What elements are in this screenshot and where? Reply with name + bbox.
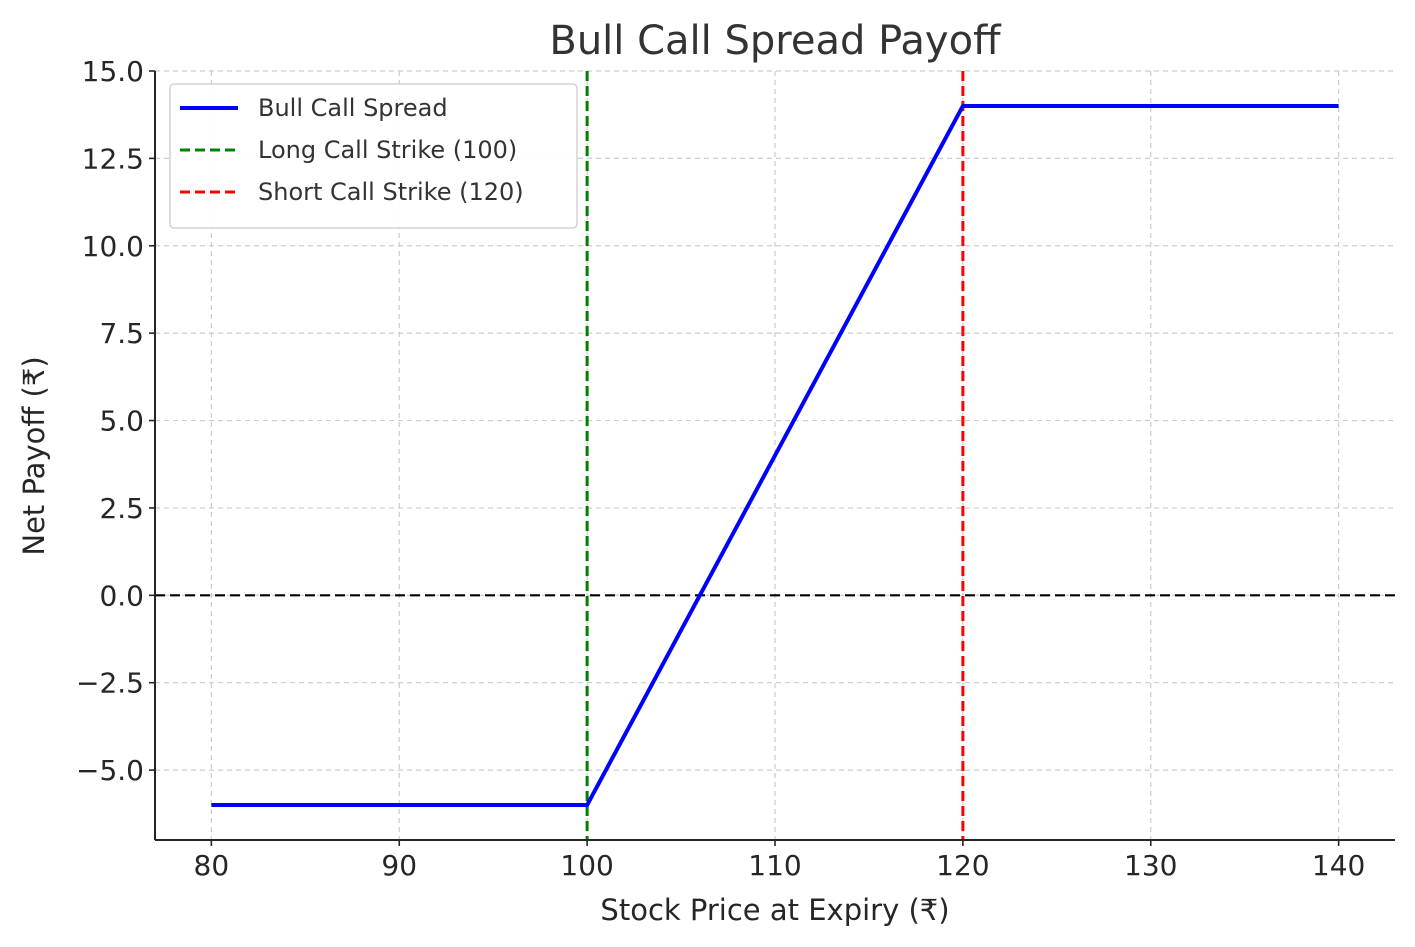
y-axis-label: Net Payoff (₹) xyxy=(17,356,51,555)
y-tick-label-5: 7.5 xyxy=(99,317,144,350)
legend-label-2: Short Call Strike (120) xyxy=(258,178,524,206)
x-tick-label-4: 120 xyxy=(936,849,989,882)
x-tick-label-2: 100 xyxy=(560,849,613,882)
y-axis-ticks: −5.0 −2.5 0.0 2.5 5.0 7.5 10.0 12.5 15.0 xyxy=(76,55,155,787)
y-tick-label-3: 2.5 xyxy=(99,492,144,525)
chart-title: Bull Call Spread Payoff xyxy=(549,18,1002,64)
legend: Bull Call Spread Long Call Strike (100) Sh… xyxy=(169,83,578,229)
x-tick-label-0: 80 xyxy=(194,849,230,882)
legend-label-1: Long Call Strike (100) xyxy=(258,136,517,164)
y-tick-label-2: 0.0 xyxy=(99,579,144,612)
y-tick-label-6: 10.0 xyxy=(82,230,144,263)
y-tick-label-8: 15.0 xyxy=(82,55,144,88)
y-tick-label-0: −5.0 xyxy=(76,754,144,787)
y-tick-label-4: 5.0 xyxy=(99,405,144,438)
x-tick-label-5: 130 xyxy=(1124,849,1177,882)
x-axis-ticks: 80 90 100 110 120 130 140 xyxy=(194,840,1365,882)
series-line-0 xyxy=(211,103,1339,808)
legend-label-0: Bull Call Spread xyxy=(258,94,448,122)
x-tick-label-1: 90 xyxy=(381,849,417,882)
x-tick-label-6: 140 xyxy=(1312,849,1365,882)
y-tick-label-7: 12.5 xyxy=(82,142,144,175)
y-tick-label-1: −2.5 xyxy=(76,667,144,700)
reference-lines xyxy=(155,71,1395,840)
x-axis-label: Stock Price at Expiry (₹) xyxy=(600,893,949,927)
legend-box xyxy=(169,83,578,229)
series-layer xyxy=(211,103,1339,808)
x-tick-label-3: 110 xyxy=(748,849,801,882)
